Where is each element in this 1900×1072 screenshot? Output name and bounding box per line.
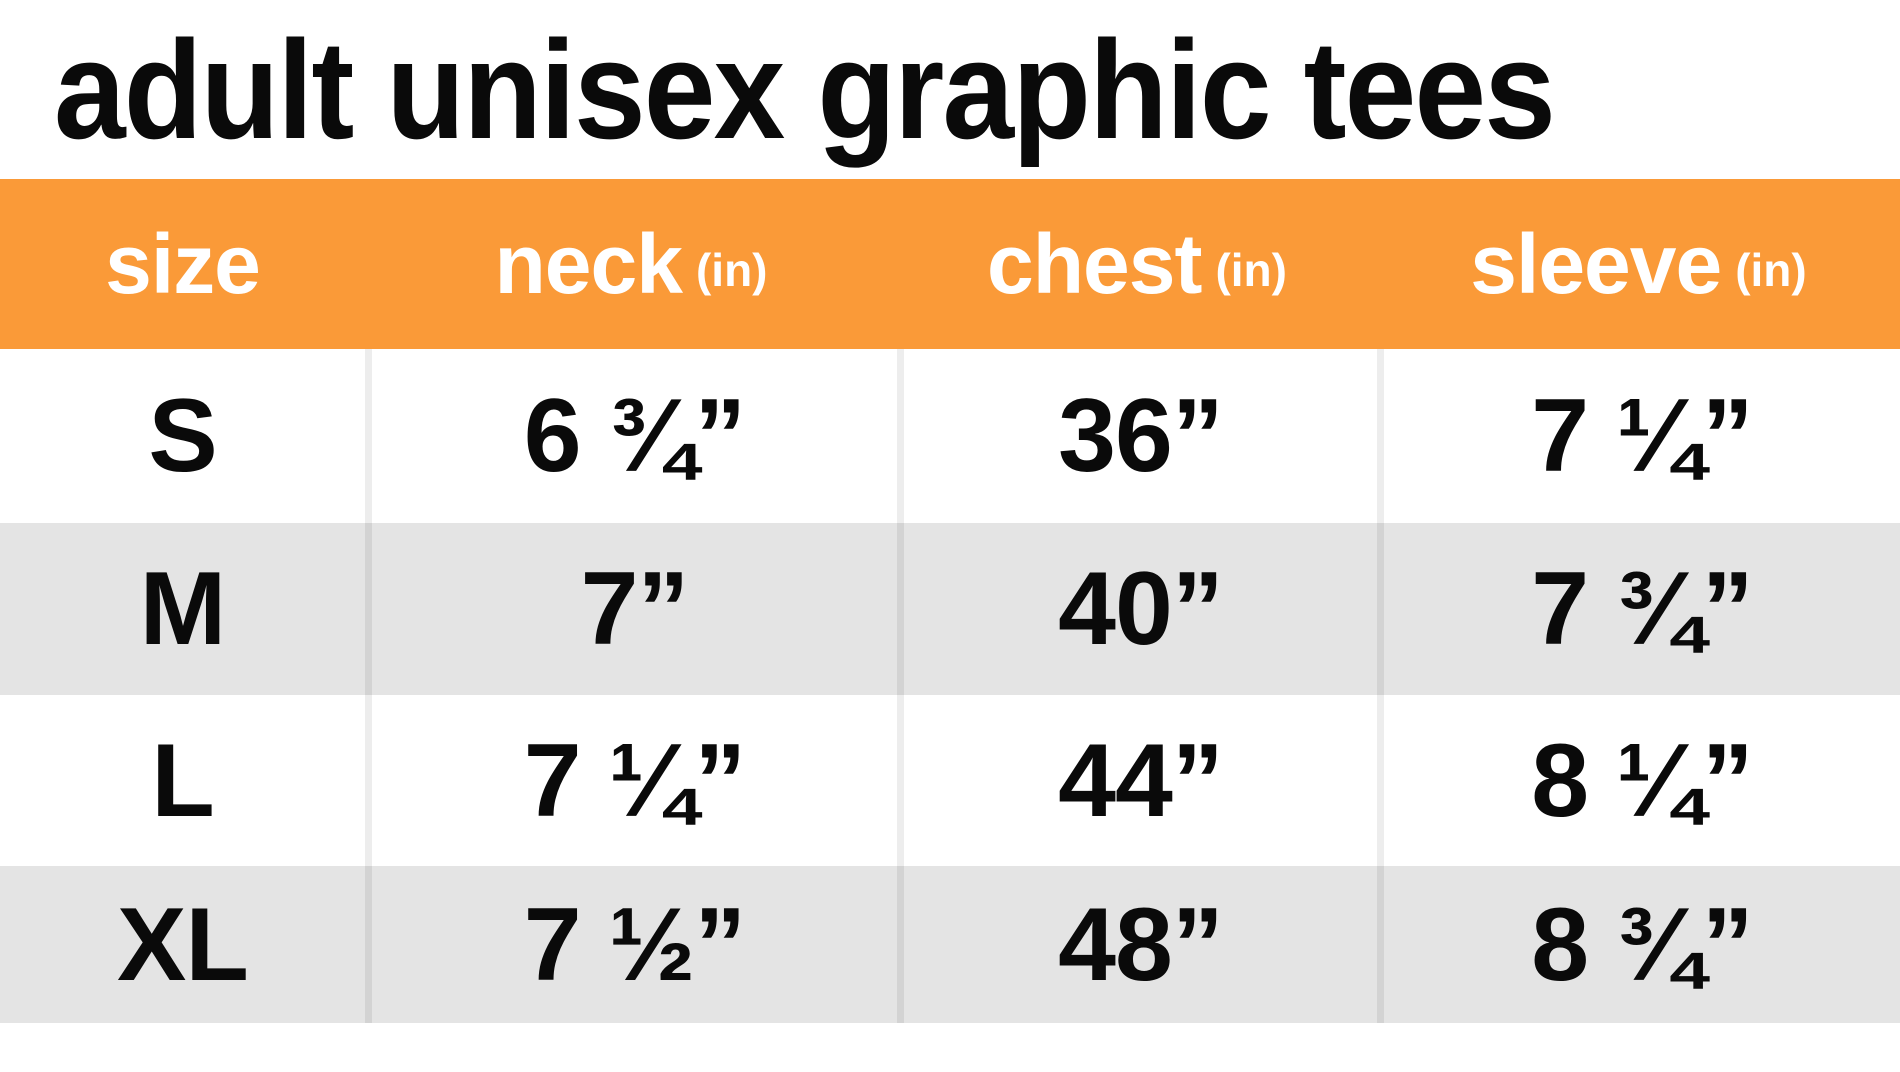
column-header-neck: neck (in)	[365, 179, 897, 349]
table-header-row: size neck (in) chest (in) sleeve (in)	[0, 179, 1900, 349]
column-header-label: size	[105, 217, 261, 311]
cell-size: M	[139, 551, 227, 667]
cell-sleeve: 7 ¼”	[1377, 349, 1900, 523]
cell-sleeve: 8 ¼”	[1377, 695, 1900, 866]
cell-chest: 48”	[897, 866, 1377, 1023]
column-header-label: chest	[987, 217, 1202, 311]
cell-neck: 7 ½”	[365, 866, 897, 1023]
cell-neck: 6 ¾”	[365, 349, 897, 523]
cell-size: L	[151, 722, 215, 839]
table-row-xl: XL 7 ½” 48” 8 ¾”	[0, 866, 1900, 1023]
cell-neck: 7”	[365, 523, 897, 695]
cell-sleeve: 7 ¾”	[1377, 523, 1900, 695]
table-row-s: S 6 ¾” 36” 7 ¼”	[0, 349, 1900, 523]
cell-neck: 7 ¼”	[365, 695, 897, 866]
cell-chest: 40”	[897, 523, 1377, 695]
bottom-whitespace	[0, 1023, 1900, 1072]
page-title: adult unisex graphic tees	[54, 10, 1556, 168]
column-header-unit: (in)	[695, 244, 768, 296]
cell-sleeve: 8 ¾”	[1377, 866, 1900, 1023]
cell-chest: 44”	[897, 695, 1377, 866]
column-header-chest: chest (in)	[897, 179, 1377, 349]
column-header-label: neck	[494, 217, 683, 311]
column-header-unit: (in)	[1735, 244, 1807, 296]
column-header-unit: (in)	[1215, 244, 1287, 296]
cell-size: XL	[117, 886, 249, 1003]
table-row-m: M 7” 40” 7 ¾”	[0, 523, 1900, 695]
cell-chest: 36”	[897, 349, 1377, 523]
size-table: size neck (in) chest (in) sleeve (in) S 6 ¾…	[0, 179, 1900, 1023]
cell-size: S	[148, 378, 217, 494]
title-bar: adult unisex graphic tees	[0, 0, 1900, 179]
table-row-l: L 7 ¼” 44” 8 ¼”	[0, 695, 1900, 866]
column-header-sleeve: sleeve (in)	[1377, 179, 1900, 349]
column-header-label: sleeve	[1470, 217, 1722, 311]
column-header-size: size	[0, 179, 365, 349]
